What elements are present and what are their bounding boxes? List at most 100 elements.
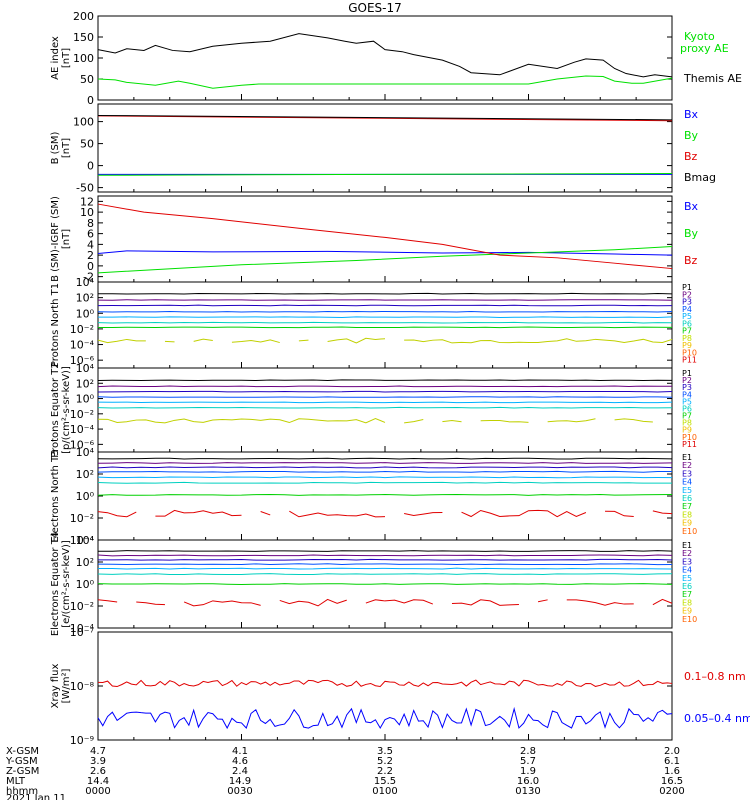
series-eequator-noisy bbox=[652, 598, 673, 606]
series-eequator-noisy bbox=[279, 598, 347, 607]
panel-frame-bigrf bbox=[97, 195, 673, 283]
legend-bsm-by: By bbox=[684, 129, 699, 142]
legend-eequator-e8: E8 bbox=[682, 598, 692, 607]
ytick-label-enorth: 10⁰ bbox=[76, 490, 95, 503]
ylabel-eequator: Electrons Equator T4 bbox=[50, 532, 61, 636]
ylabel-bsm: B (SM) bbox=[50, 131, 61, 164]
series-pnorth-noisy bbox=[231, 339, 280, 344]
legend-pnorth-p8: P8 bbox=[682, 334, 692, 343]
footer-value-x-gsm: 4.7 bbox=[90, 746, 106, 757]
series-pequator-P1 bbox=[97, 379, 673, 382]
ylabel-pnorth: Protons North T1 bbox=[50, 283, 61, 367]
legend-pequator-p11: P11 bbox=[682, 440, 697, 449]
legend-enorth-e8: E8 bbox=[682, 510, 692, 519]
footer-value-y-gsm: 3.9 bbox=[90, 756, 106, 767]
series-eequator-noisy bbox=[451, 599, 519, 606]
legend-bsm-bz: Bz bbox=[684, 150, 698, 163]
legend-pequator-p6: P6 bbox=[682, 404, 692, 413]
panel-frame-enorth bbox=[97, 451, 673, 541]
series-bigrf-by bbox=[97, 246, 673, 274]
series-enorth-E4 bbox=[97, 470, 673, 473]
ytick-label-ae: 100 bbox=[73, 52, 94, 65]
ytick-label-ae: 150 bbox=[73, 31, 94, 44]
legend-bigrf-by: By bbox=[684, 227, 699, 240]
series-pnorth-noisy bbox=[97, 338, 146, 344]
footer-value-hhmm: 0200 bbox=[659, 786, 684, 797]
footer-value-hhmm: 0130 bbox=[515, 786, 540, 797]
footer-value-z-gsm: 1.9 bbox=[520, 766, 536, 777]
series-pnorth-P4 bbox=[97, 310, 673, 313]
footer-date: 2021 Jan 11 bbox=[6, 793, 66, 800]
series-pequator-noisy bbox=[442, 419, 462, 423]
ytick-label-pnorth: 10² bbox=[76, 292, 94, 305]
ytick-label-pequator: 10⁻⁴ bbox=[70, 423, 95, 436]
footer-value-x-gsm: 2.8 bbox=[520, 746, 536, 757]
series-xray-0.1-0.8 nm bbox=[97, 679, 673, 688]
footer-value-hhmm: 0100 bbox=[372, 786, 397, 797]
legend-xray-long: 0.1–0.8 nm bbox=[684, 670, 746, 683]
ytick-label-eequator: 10⁻⁴ bbox=[70, 622, 95, 635]
ytick-label-pequator: 10² bbox=[76, 377, 94, 390]
series-pequator-noisy bbox=[480, 419, 529, 423]
legend-pnorth-p11: P11 bbox=[682, 356, 697, 365]
ytick-label-enorth: 10⁴ bbox=[76, 446, 95, 459]
ylabel-unit-eequator: [e/(cm²-s-sr-keV)] bbox=[61, 540, 72, 628]
panel-frame-ae bbox=[97, 15, 673, 101]
legend-enorth-e1: E1 bbox=[682, 453, 692, 462]
legend-bigrf-bx: Bx bbox=[684, 200, 699, 213]
series-enorth-noisy bbox=[155, 509, 242, 517]
footer-value-mlt: 16.5 bbox=[661, 776, 683, 787]
legend-proxy-ae: proxy AE bbox=[680, 42, 729, 55]
ytick-label-bigrf: 0 bbox=[87, 260, 94, 273]
series-enorth-E2 bbox=[97, 462, 673, 464]
ytick-label-enorth: 10² bbox=[76, 468, 94, 481]
legend-enorth-e9: E9 bbox=[682, 519, 692, 528]
series-pnorth-P5 bbox=[97, 316, 673, 318]
footer-value-mlt: 14.4 bbox=[87, 776, 109, 787]
legend-enorth-e2: E2 bbox=[682, 461, 692, 470]
legend-eequator-e10: E10 bbox=[682, 615, 697, 624]
legend-pequator-p8: P8 bbox=[682, 419, 692, 428]
series-enorth-noisy bbox=[260, 511, 271, 516]
ylabel-unit-xray: [W/m²] bbox=[61, 668, 72, 703]
legend-pequator-p1: P1 bbox=[682, 369, 692, 378]
ylabel-unit-pequator: [p/(cm²-s-sr-keV)] bbox=[61, 366, 72, 454]
footer-value-z-gsm: 2.6 bbox=[90, 766, 106, 777]
series-pnorth-noisy bbox=[404, 338, 673, 344]
legend-pnorth-p6: P6 bbox=[682, 319, 692, 328]
ytick-label-pequator: 10⁰ bbox=[76, 393, 95, 406]
legend-pnorth-p9: P9 bbox=[682, 341, 692, 350]
ytick-label-bigrf: 4 bbox=[87, 238, 94, 251]
series-pequator-P4 bbox=[97, 396, 673, 398]
legend-pequator-p9: P9 bbox=[682, 426, 692, 435]
series-xray-0.05-0.4 nm bbox=[97, 706, 673, 730]
ytick-label-ae: 50 bbox=[80, 73, 94, 86]
legend-eequator-e6: E6 bbox=[682, 582, 692, 591]
ylabel-xray: Xray flux bbox=[50, 664, 61, 709]
footer-value-x-gsm: 4.1 bbox=[232, 746, 248, 757]
footer-value-x-gsm: 3.5 bbox=[377, 746, 393, 757]
legend-bsm-bx: Bx bbox=[684, 108, 699, 121]
series-bigrf-bx bbox=[97, 250, 673, 256]
series-pnorth-P7 bbox=[97, 326, 673, 329]
ytick-label-xray: 10⁻⁷ bbox=[70, 626, 94, 639]
legend-pnorth-p5: P5 bbox=[682, 312, 692, 321]
ytick-label-ae: 0 bbox=[87, 94, 94, 107]
footer-label-z-gsm: Z-GSM bbox=[6, 766, 39, 777]
series-eequator-E1 bbox=[97, 550, 673, 552]
legend-pequator-p3: P3 bbox=[682, 383, 692, 392]
ylabel-unit-ae: [nT] bbox=[61, 48, 72, 68]
ytick-label-eequator: 10² bbox=[76, 556, 94, 569]
series-pequator-noisy bbox=[614, 418, 653, 423]
ytick-label-pnorth: 10⁰ bbox=[76, 307, 95, 320]
series-pnorth-P3 bbox=[97, 304, 673, 307]
ytick-label-bigrf: 2 bbox=[87, 249, 94, 262]
ytick-label-bigrf: 12 bbox=[80, 195, 94, 208]
series-eequator-noisy bbox=[566, 599, 634, 606]
ytick-label-bsm: 100 bbox=[73, 116, 94, 129]
legend-eequator-e7: E7 bbox=[682, 590, 692, 599]
series-bsm-by bbox=[97, 173, 673, 176]
legend-pequator-p5: P5 bbox=[682, 397, 692, 406]
ytick-label-pnorth: 10⁻² bbox=[70, 323, 94, 336]
